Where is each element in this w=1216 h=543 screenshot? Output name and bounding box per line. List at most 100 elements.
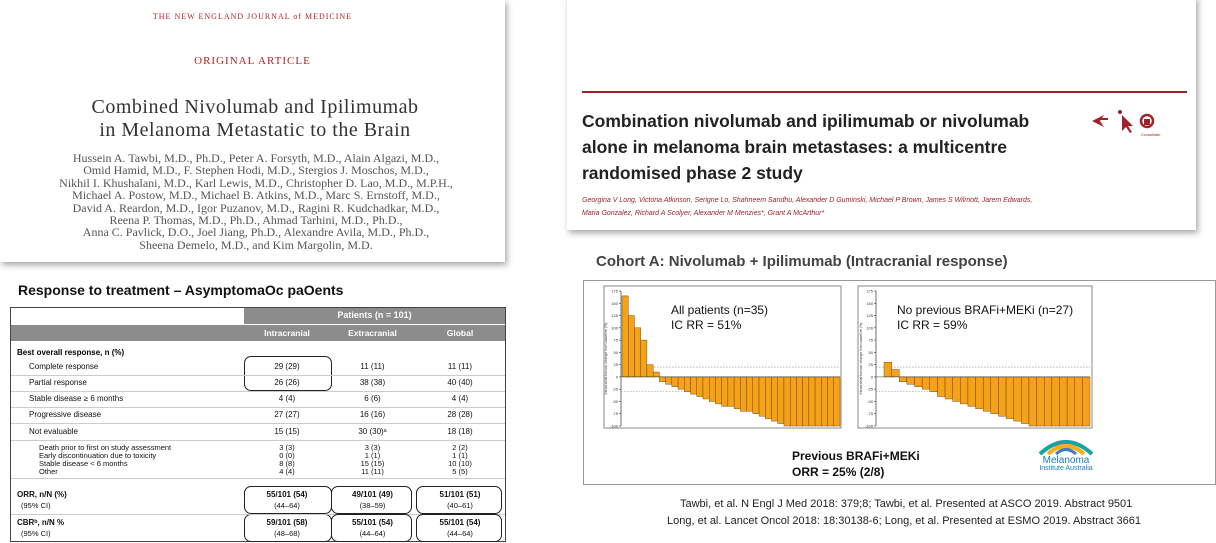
bar — [982, 376, 992, 412]
row-label: Progressive disease — [29, 410, 102, 419]
table-cell: 1 (1) — [452, 451, 468, 460]
bar — [671, 376, 679, 387]
article-title: alone in melanoma brain metastases: a mu… — [582, 137, 1008, 157]
section-label: Best overall response, n (%) — [17, 348, 125, 357]
y-tick-label: 125 — [866, 313, 873, 318]
bar — [628, 315, 635, 378]
column-header: Extracranial — [348, 328, 397, 338]
bar — [733, 376, 741, 410]
row-label: Complete response — [29, 362, 99, 371]
bar — [740, 376, 747, 412]
header-band — [11, 324, 505, 341]
table-cell: 18 (18) — [447, 427, 473, 436]
row-rule — [11, 375, 505, 376]
previous-label: Previous BRAFi+MEKi — [792, 449, 920, 463]
y-tick-label: 25 — [614, 362, 619, 367]
table-cell: 16 (16) — [359, 410, 386, 419]
y-tick-label: 75 — [614, 338, 619, 343]
bar — [929, 376, 938, 392]
bar — [814, 376, 822, 427]
bar — [998, 376, 1007, 417]
logo-mark — [1038, 440, 1094, 456]
table-cell: 40 (40) — [447, 378, 473, 387]
table-cell: (40–61) — [447, 501, 473, 510]
bar — [899, 376, 908, 383]
row-rule — [11, 440, 505, 441]
column-header: Global — [446, 328, 474, 338]
table-cell: 5 (5) — [452, 467, 468, 476]
row-label: (95% CI) — [21, 501, 51, 510]
y-tick-label: 150 — [611, 301, 618, 306]
table-cell: 59/101 (58) — [266, 518, 308, 527]
article-title: Combined Nivolumab and Ipilimumab — [91, 96, 419, 118]
table-cell: (44–64) — [274, 501, 300, 510]
row-label: Stable disease ≥ 6 months — [29, 394, 124, 403]
column-header: Intracranial — [264, 328, 310, 338]
author-line: Reena P. Thomas, M.D., Ph.D., Ahmad Tarh… — [109, 213, 403, 227]
table-cell: 3 (3) — [364, 443, 381, 452]
table-cell: (44–64) — [447, 529, 473, 538]
bar — [1036, 376, 1045, 427]
table-cell: 55/101 (54) — [266, 490, 308, 499]
bar — [702, 376, 710, 400]
y-tick-label: -75 — [612, 411, 619, 416]
table: Patients (n = 101) Best overall response… — [10, 307, 506, 542]
table-cell: 11 (11) — [360, 362, 385, 371]
y-tick-label: -50 — [612, 399, 619, 404]
y-tick-label: -75 — [867, 411, 874, 416]
logo-text: Institute Australia — [1039, 465, 1093, 472]
authors: Georgina V Long, Victoria Atkinson, Seri… — [582, 197, 1033, 204]
bar — [721, 376, 729, 407]
bar — [652, 371, 660, 378]
bar — [921, 376, 930, 390]
bar — [621, 295, 629, 378]
bar — [640, 339, 648, 378]
row-rule — [11, 391, 505, 392]
y-tick-label: -25 — [612, 387, 619, 392]
author-line: Michael A. Postow, M.D., Michael B. Atki… — [72, 188, 440, 203]
icons — [1092, 110, 1155, 133]
table-cell: 15 (15) — [274, 427, 300, 436]
bar — [937, 376, 946, 397]
table-cell: 51/101 (51) — [439, 490, 481, 499]
y-tick-label: 125 — [611, 313, 618, 318]
bar — [1013, 376, 1022, 422]
bar — [659, 376, 666, 383]
bar — [765, 376, 772, 419]
table-cell: 38 (38) — [359, 378, 386, 387]
table-cell: (38–59) — [359, 501, 386, 510]
table-cell: 8 (8) — [279, 459, 295, 468]
highlight-box — [244, 356, 332, 391]
bar — [808, 376, 816, 427]
chart-annotation: IC RR = 51% — [671, 318, 742, 332]
author-line: Omid Hamid, M.D., F. Stephen Hodi, M.D.,… — [83, 163, 429, 178]
row-label: Stable disease < 6 months — [39, 459, 128, 468]
highlight-box — [416, 486, 502, 514]
y-tick-label: -100 — [865, 424, 874, 429]
article-title: in Melanoma Metastatic to the Brain — [99, 119, 411, 141]
row-rule — [11, 514, 505, 515]
chart-annotation: IC RR = 59% — [897, 318, 968, 332]
header-band — [244, 308, 505, 324]
bar — [727, 376, 735, 407]
y-axis-label: Intracranial tumour change from baseline… — [859, 323, 863, 395]
y-tick-label: -100 — [610, 424, 619, 429]
bar — [777, 376, 785, 424]
rule — [11, 324, 505, 325]
table-cell: 26 (26) — [274, 378, 300, 387]
chart-annotation: All patients (n=35) — [671, 303, 768, 317]
bar — [1059, 376, 1068, 427]
table-cell: 55/101 (54) — [439, 518, 481, 527]
bar — [960, 376, 969, 405]
cohort-title: Cohort A: Nivolumab + Ipilimumab (Intrac… — [596, 253, 1008, 270]
table-cell: 2 (2) — [452, 443, 468, 452]
y-tick-label: 100 — [866, 325, 873, 330]
bar — [752, 376, 760, 414]
bar — [1074, 376, 1083, 427]
highlight-box — [331, 514, 412, 542]
article-title: Combination nivolumab and ipilimumab or … — [582, 111, 1030, 131]
bar — [952, 376, 961, 402]
y-tick-label: -25 — [867, 387, 874, 392]
row-rule — [11, 407, 505, 408]
rule — [582, 91, 1187, 93]
